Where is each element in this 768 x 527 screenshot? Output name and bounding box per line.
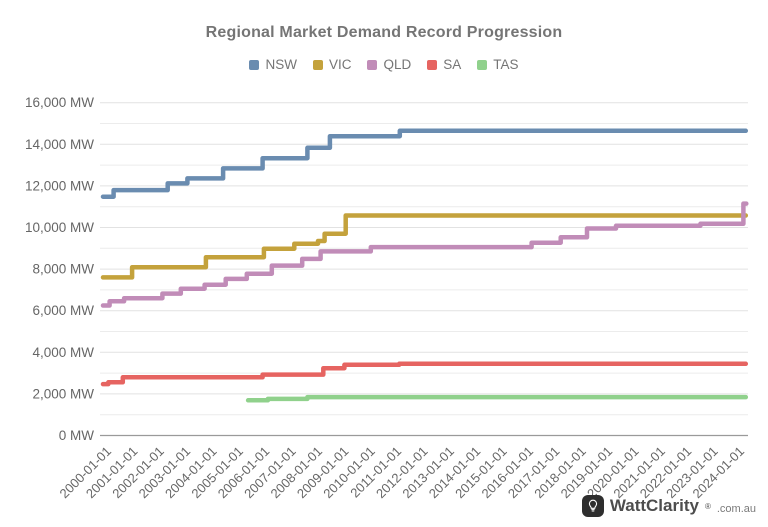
y-tick-label: 6,000 MW bbox=[32, 303, 94, 318]
legend-item-qld[interactable]: QLD bbox=[367, 57, 411, 72]
y-tick-label: 16,000 MW bbox=[25, 95, 94, 110]
legend-item-sa[interactable]: SA bbox=[427, 57, 461, 72]
footer-domain-suffix: .com.au bbox=[716, 503, 756, 515]
y-tick-label: 0 MW bbox=[59, 428, 95, 443]
y-tick-label: 2,000 MW bbox=[32, 386, 94, 401]
y-tick-label: 14,000 MW bbox=[25, 137, 94, 152]
legend-item-tas[interactable]: TAS bbox=[477, 57, 519, 72]
registered-mark: ® bbox=[704, 501, 711, 511]
legend-swatch-sa bbox=[427, 59, 438, 70]
legend-label: TAS bbox=[493, 57, 519, 72]
y-tick-label: 4,000 MW bbox=[32, 345, 94, 360]
legend-swatch-nsw bbox=[249, 59, 260, 70]
legend: NSW VIC QLD SA TAS bbox=[0, 57, 768, 72]
footer-brand-text: WattClarity bbox=[609, 496, 699, 515]
y-axis-labels: 0 MW 2,000 MW 4,000 MW 6,000 MW 8,000 MW 10,0… bbox=[25, 95, 94, 443]
series-lines bbox=[100, 128, 749, 403]
legend-swatch-vic bbox=[312, 59, 323, 70]
series-line-vic bbox=[100, 213, 749, 280]
series-line-qld bbox=[100, 201, 749, 308]
legend-swatch-tas bbox=[477, 59, 488, 70]
series-line-nsw bbox=[100, 128, 749, 199]
series-line-tas bbox=[245, 394, 749, 403]
lightbulb-icon bbox=[581, 495, 604, 517]
wattclarity-logo[interactable]: WattClarity ® .com.au bbox=[581, 495, 756, 517]
legend-label: VIC bbox=[328, 57, 352, 72]
legend-label: NSW bbox=[265, 57, 297, 72]
legend-swatch-qld bbox=[367, 59, 378, 70]
legend-label: QLD bbox=[383, 57, 412, 72]
legend-item-nsw[interactable]: NSW bbox=[249, 57, 297, 72]
legend-item-vic[interactable]: VIC bbox=[312, 57, 352, 72]
y-tick-label: 12,000 MW bbox=[25, 178, 94, 193]
series-line-sa bbox=[100, 361, 749, 387]
y-tick-label: 8,000 MW bbox=[32, 262, 94, 277]
gridlines bbox=[100, 102, 748, 437]
x-axis-labels: 2000-01-012001-01-012002-01-012003-01-01… bbox=[56, 444, 747, 502]
legend-label: SA bbox=[443, 57, 462, 72]
y-tick-label: 10,000 MW bbox=[25, 220, 94, 235]
chart-title: Regional Market Demand Record Progressio… bbox=[205, 24, 563, 41]
